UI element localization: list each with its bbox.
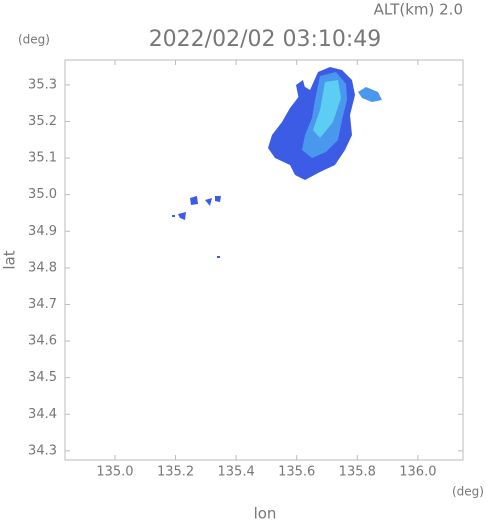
x-unit: (deg) <box>452 485 484 499</box>
y-tick-label: 34.5 <box>28 370 57 385</box>
y-unit: (deg) <box>18 33 50 47</box>
x-tick-label: 136.0 <box>399 465 436 480</box>
y-tick-label: 35.2 <box>28 114 57 129</box>
x-tick-label: 135.8 <box>339 465 376 480</box>
x-tick-label: 135.6 <box>278 465 315 480</box>
y-tick-label: 35.0 <box>28 187 57 202</box>
chart-title: 2022/02/02 03:10:49 <box>149 27 382 52</box>
plot-frame <box>64 59 464 461</box>
x-tick-label: 135.4 <box>218 465 255 480</box>
y-tick-label: 35.3 <box>28 77 57 92</box>
x-tick-label: 135.2 <box>157 465 194 480</box>
altitude-label: ALT(km) 2.0 <box>374 1 463 19</box>
y-axis-label: lat <box>1 250 19 269</box>
x-tick-label: 135.0 <box>96 465 133 480</box>
radar-echo <box>172 67 382 258</box>
y-tick-label: 34.6 <box>28 334 57 349</box>
y-tick-label: 34.7 <box>28 297 57 312</box>
y-tick-label: 34.8 <box>28 260 57 275</box>
y-tick-label: 34.9 <box>28 224 57 239</box>
y-tick-label: 35.1 <box>28 151 57 166</box>
x-axis-label: lon <box>254 505 277 521</box>
y-tick-label: 34.4 <box>28 407 57 422</box>
y-tick-label: 34.3 <box>28 443 57 458</box>
